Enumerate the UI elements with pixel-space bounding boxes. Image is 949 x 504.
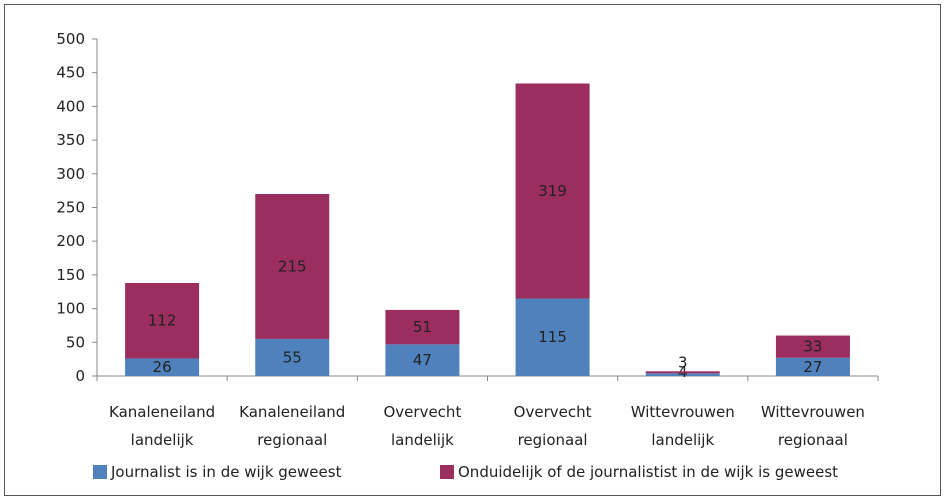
y-tick-label: 100 xyxy=(56,300,85,318)
x-category-label: regionaal xyxy=(257,431,327,449)
x-category-label: Wittevrouwen xyxy=(761,403,865,421)
bar-segment xyxy=(775,335,850,358)
bar-segment xyxy=(385,344,460,376)
bar-segment xyxy=(125,282,200,359)
bar-segment xyxy=(255,194,330,339)
bar-segment xyxy=(255,338,330,376)
y-tick-label: 50 xyxy=(66,333,85,351)
bar-segment xyxy=(775,357,850,376)
bar-segment xyxy=(125,358,200,376)
x-category-label: landelijk xyxy=(651,431,714,449)
x-category-label: Overvecht xyxy=(514,403,592,421)
bar-data-label: 47 xyxy=(413,351,432,369)
y-tick-label: 0 xyxy=(75,367,85,385)
x-category-label: landelijk xyxy=(391,431,454,449)
bar-segment xyxy=(645,373,720,376)
y-tick-label: 500 xyxy=(56,30,85,48)
x-category-label: Kanaleneiland xyxy=(109,403,215,421)
bar-segment xyxy=(515,83,590,299)
legend-swatch xyxy=(93,465,107,479)
bar-data-label: 319 xyxy=(538,182,567,200)
x-category-label: Kanaleneiland xyxy=(239,403,345,421)
legend-swatch xyxy=(440,465,454,479)
bar-data-label: 51 xyxy=(413,318,432,336)
x-category-label: regionaal xyxy=(778,431,848,449)
y-tick-label: 150 xyxy=(56,266,85,284)
y-tick-label: 300 xyxy=(56,165,85,183)
bar-data-label: 55 xyxy=(283,348,302,366)
bar-data-label: 3 xyxy=(678,353,688,371)
bar-data-label: 215 xyxy=(278,257,307,275)
bar-segment xyxy=(645,371,720,374)
x-category-label: regionaal xyxy=(518,431,588,449)
x-category-label: Overvecht xyxy=(384,403,462,421)
y-tick-label: 350 xyxy=(56,131,85,149)
x-category-label: Wittevrouwen xyxy=(631,403,735,421)
x-category-label: landelijk xyxy=(131,431,194,449)
legend-label: Journalist is in de wijk geweest xyxy=(110,463,342,481)
bar-data-label: 26 xyxy=(153,358,172,376)
y-tick-label: 200 xyxy=(56,232,85,250)
y-tick-label: 450 xyxy=(56,64,85,82)
bar-data-label: 27 xyxy=(803,358,822,376)
y-tick-label: 250 xyxy=(56,199,85,217)
bar-segment xyxy=(515,298,590,376)
bar-data-label: 33 xyxy=(803,338,822,356)
legend-label: Onduidelijk of de journalistist in de wi… xyxy=(458,463,838,481)
bar-data-label: 112 xyxy=(148,312,177,330)
bar-data-label: 115 xyxy=(538,328,567,346)
chart-frame xyxy=(4,4,941,496)
y-tick-label: 400 xyxy=(56,97,85,115)
bar-segment xyxy=(385,309,460,345)
